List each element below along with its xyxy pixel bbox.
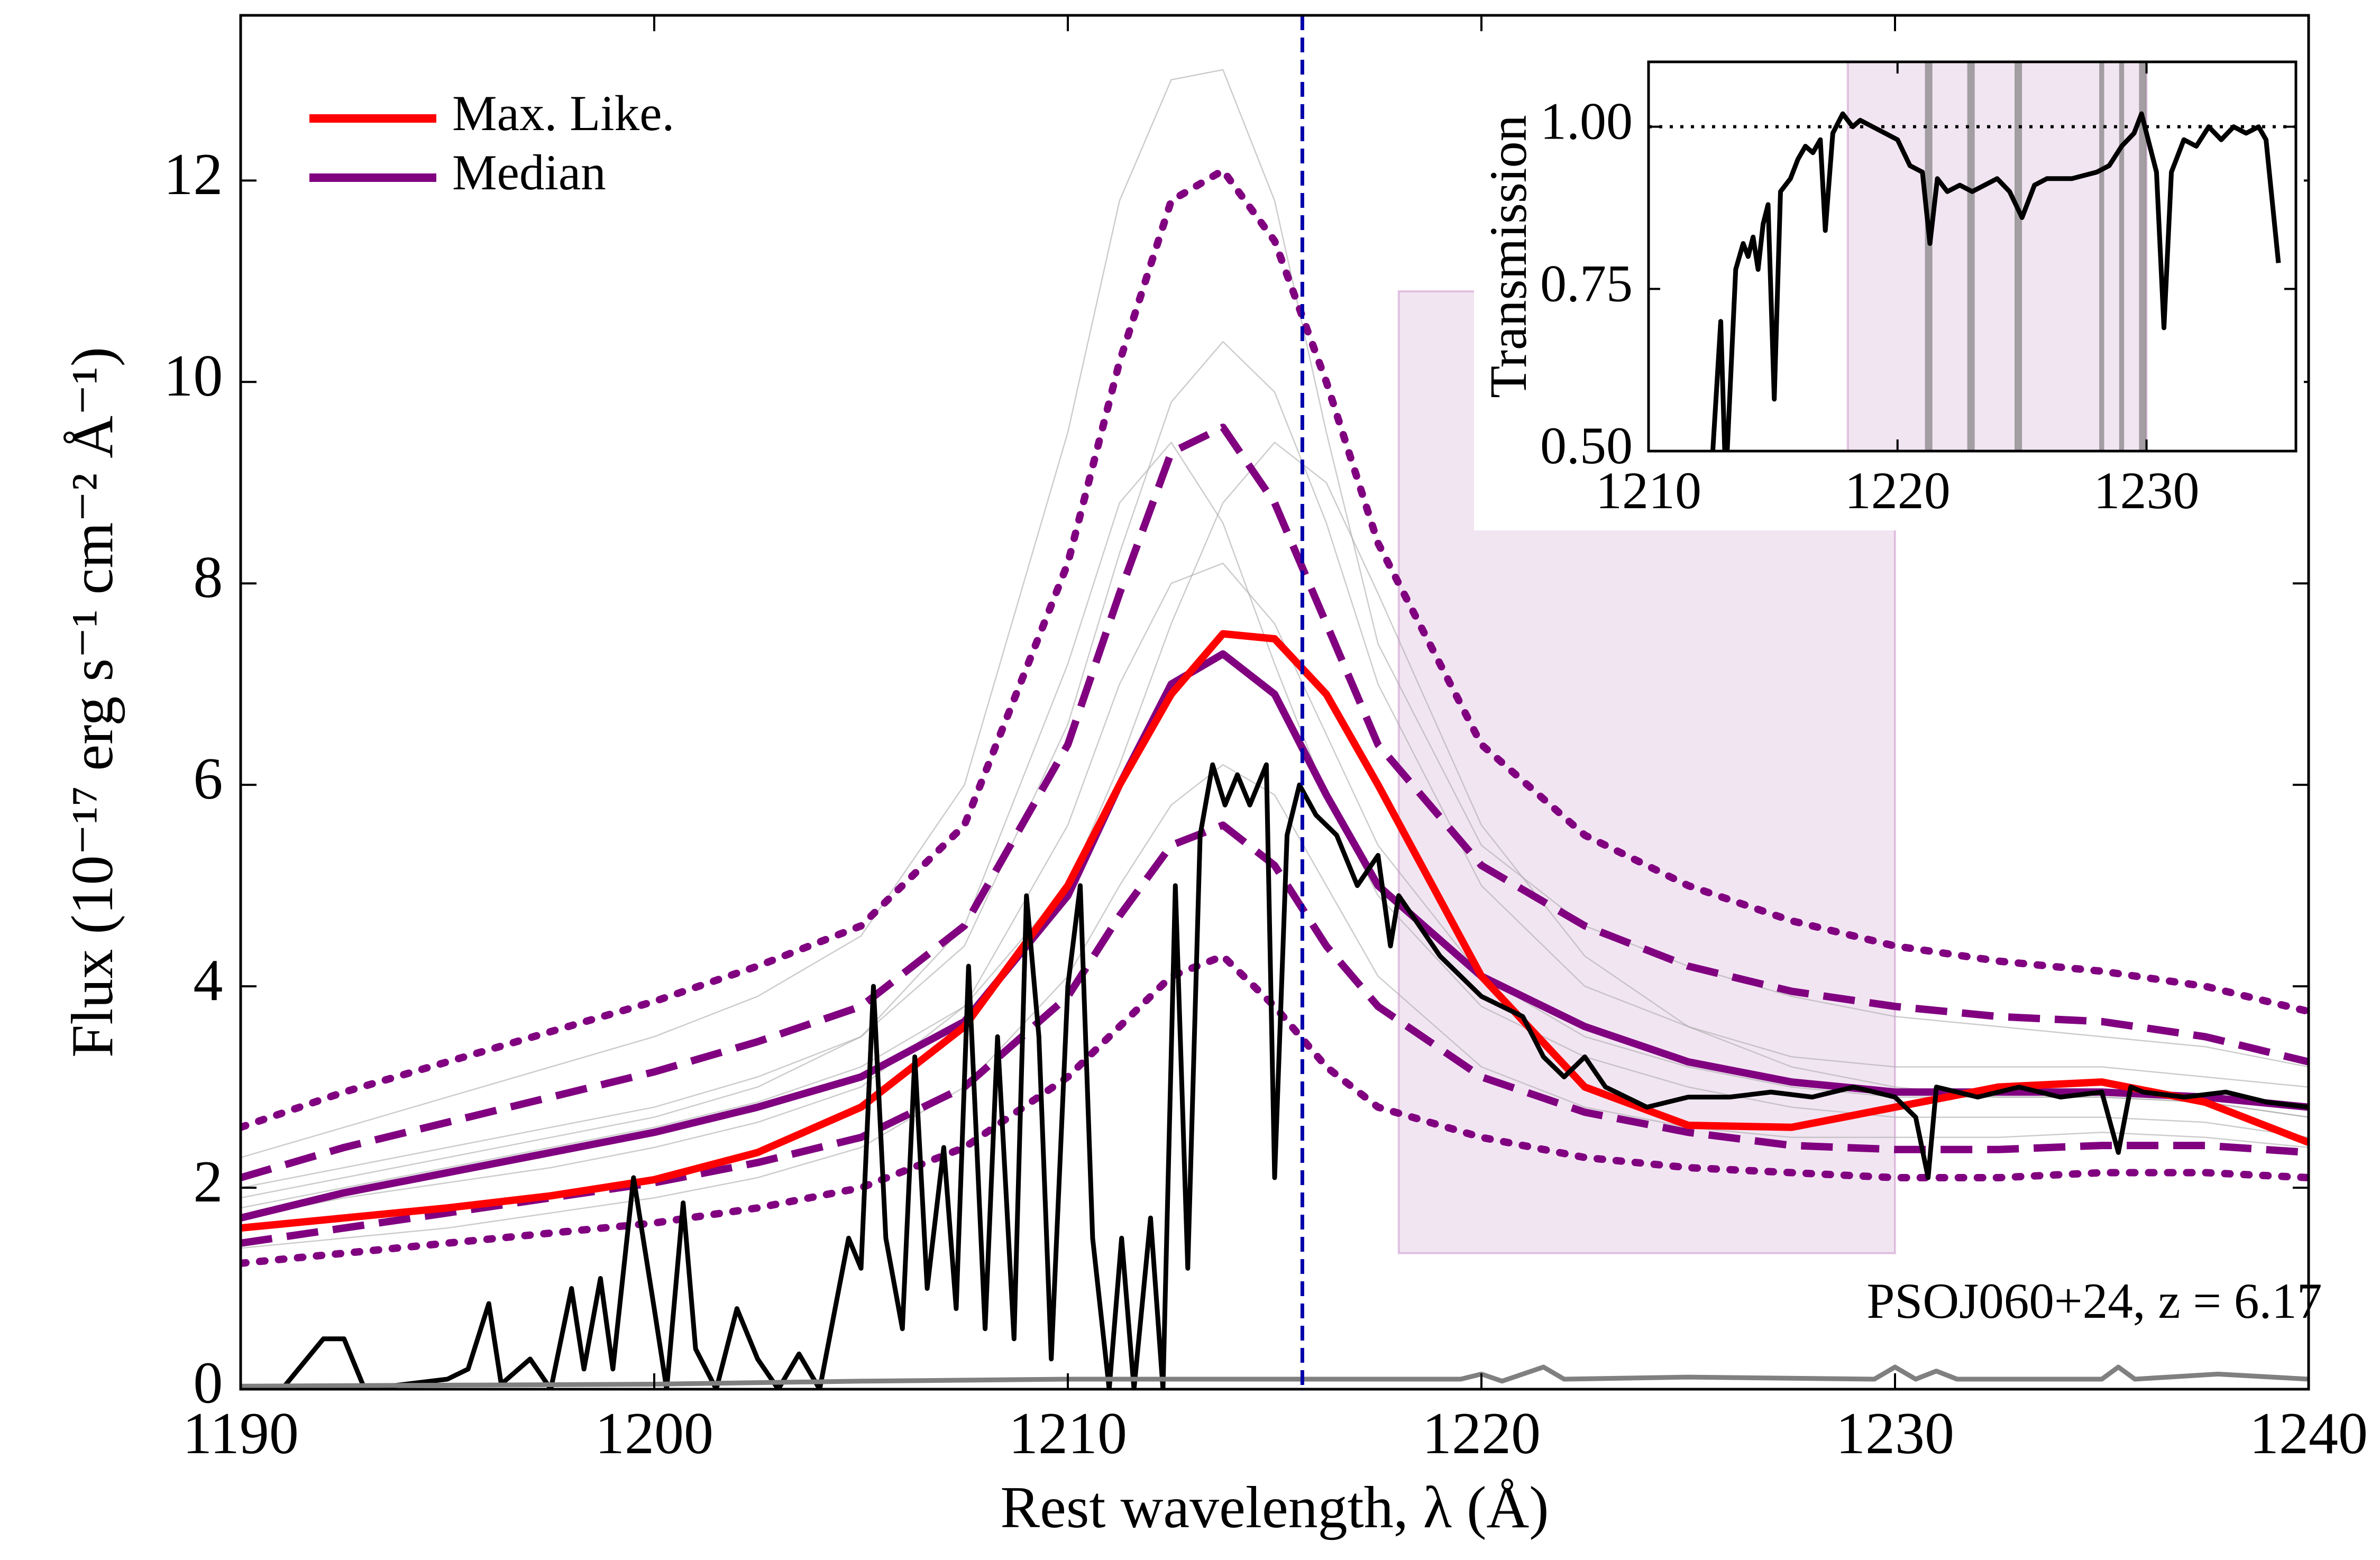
x-tick-label: 1210 (1596, 461, 1701, 520)
x-tick-label: 1230 (2094, 461, 2200, 520)
series-line (241, 952, 2309, 1267)
x-tick-label: 1210 (1009, 1401, 1127, 1466)
series-line (241, 630, 2309, 1232)
y-axis-label: Flux (10⁻¹⁷ erg s⁻¹ cm⁻² Å⁻¹) (60, 347, 125, 1058)
series-line (241, 69, 2309, 1159)
annotation: PSOJ060+24, z = 6.17 (1866, 1273, 2322, 1329)
y-axis-label: Transmission (1479, 115, 1537, 398)
series-line (241, 167, 2309, 1131)
series-line (241, 562, 2309, 1219)
x-tick-label: 1230 (1836, 1401, 1954, 1466)
y-tick-label: 10 (163, 343, 223, 409)
y-tick-label: 4 (193, 948, 223, 1013)
x-tick-label: 1240 (2249, 1401, 2368, 1466)
y-tick-label: 0 (193, 1351, 223, 1416)
axes-frame (239, 14, 2310, 1391)
masked-band (1967, 62, 1975, 451)
series-line (1710, 111, 2281, 451)
y-tick-label: 0.50 (1540, 416, 1633, 475)
x-tick-label: 1200 (595, 1401, 713, 1466)
series-line (241, 762, 2309, 1389)
masked-band (2139, 62, 2147, 451)
legend-label: Median (452, 144, 606, 200)
masked-band (1925, 62, 1933, 451)
plot-area (1649, 62, 2296, 451)
y-tick-label: 12 (163, 142, 223, 207)
shaded-region (1846, 62, 2148, 451)
y-tick-label: 1.00 (1540, 92, 1633, 151)
y-tick-label: 6 (193, 746, 223, 812)
series-line (241, 650, 2309, 1222)
masked-band (2015, 62, 2022, 451)
x-axis-label: Rest wavelength, λ (Å) (1000, 1475, 1549, 1540)
y-tick-label: 0.75 (1540, 254, 1633, 313)
x-tick-label: 1220 (1845, 461, 1951, 520)
masked-band (2119, 62, 2125, 451)
x-tick-label: 1220 (1422, 1401, 1541, 1466)
masked-band (2099, 62, 2104, 451)
series-line (241, 424, 2309, 1181)
y-tick-label: 2 (193, 1149, 223, 1215)
y-tick-label: 8 (193, 545, 223, 610)
series-line (241, 1364, 2309, 1389)
legend-label: Max. Like. (452, 85, 674, 141)
axes-frame (1647, 60, 2297, 453)
x-tick-label: 1190 (182, 1401, 299, 1466)
series-line (241, 341, 2309, 1189)
